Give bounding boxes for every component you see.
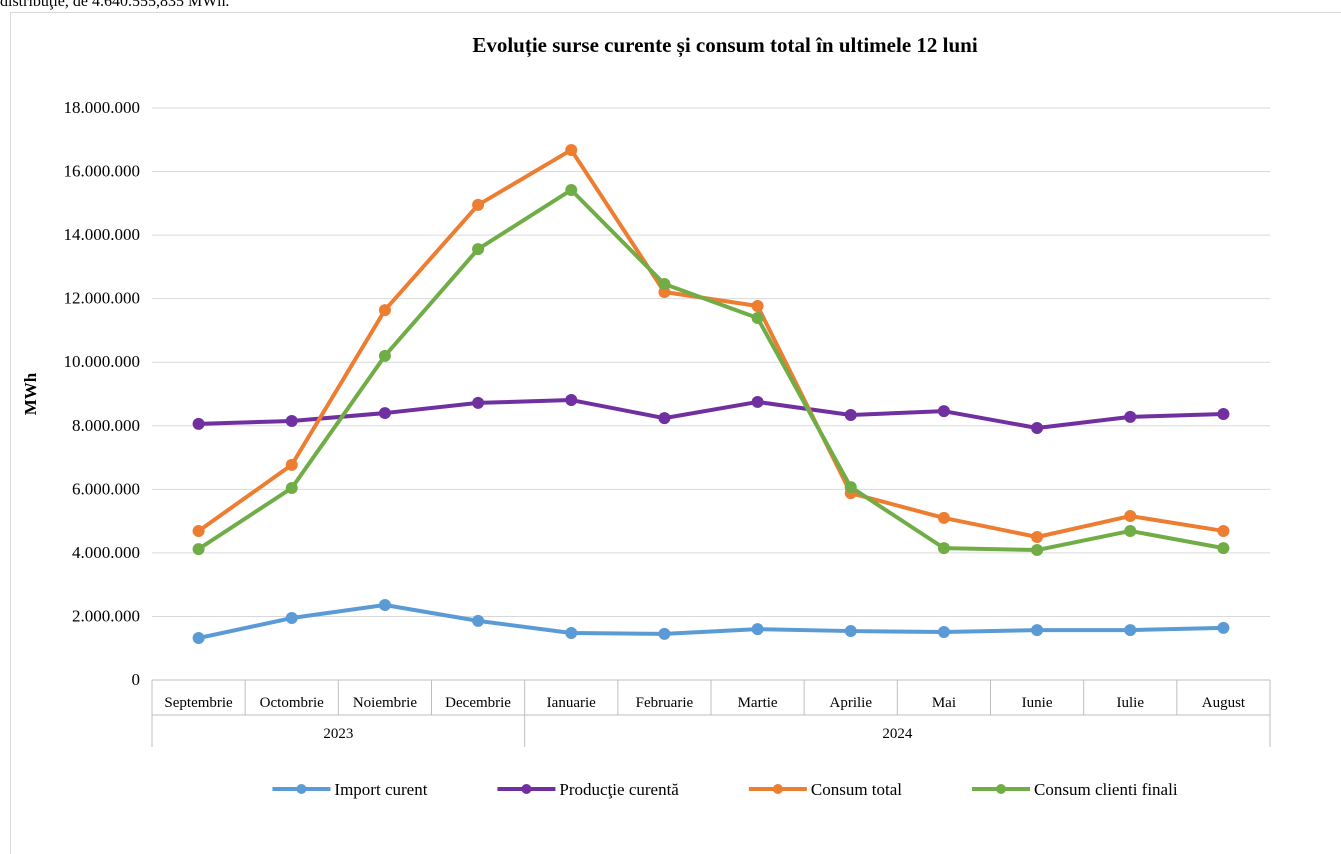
data-point [378,304,391,317]
y-tick-label: 6.000.000 [72,479,140,498]
data-point [1217,524,1230,537]
data-point [751,395,764,408]
data-point [937,542,950,555]
data-point [844,625,857,638]
data-point [1217,621,1230,634]
data-point [378,349,391,362]
legend-label: Consum total [811,780,902,799]
series-line [197,187,1224,553]
data-point [844,408,857,421]
legend-label: Producţie curentă [559,780,679,799]
data-point [658,278,671,291]
data-point [937,405,950,418]
data-point [378,599,391,612]
x-tick-label: Iulie [1117,695,1145,711]
x-tick-label: Octombrie [260,695,324,711]
series-line [198,398,1224,431]
legend-marker [996,784,1007,794]
chart-border [10,12,1341,854]
data-point [1031,544,1044,557]
data-point [285,482,298,495]
y-tick-label: 0 [132,670,141,689]
data-point [751,299,764,312]
data-point [1124,524,1137,537]
data-point [565,183,578,196]
x-tick-label: Septembrie [164,695,233,711]
y-tick-label: 10.000.000 [64,352,141,371]
x-group-label: 2024 [882,726,913,742]
x-tick-label: Ianuarie [547,695,596,711]
x-tick-label: Noiembrie [353,695,417,711]
data-point [192,543,205,556]
data-point [658,627,671,640]
y-tick-label: 14.000.000 [64,225,141,244]
series-line [197,147,1224,539]
data-point [378,407,391,420]
data-point [1124,510,1137,523]
data-point [565,394,578,407]
data-point [937,626,950,639]
data-point [472,614,485,627]
x-tick-label: Martie [738,695,778,711]
x-tick-label: Aprilie [830,695,873,711]
data-point [1217,542,1230,555]
y-tick-label: 8.000.000 [72,416,140,435]
data-point [285,458,298,471]
page-text: distribuţie, de 4.640.555,835 MWh. [0,0,229,10]
data-point [658,412,671,425]
data-point [937,511,950,524]
y-tick-label: 4.000.000 [72,543,140,562]
data-point [285,415,298,428]
data-point [1031,422,1044,435]
chart-title: Evoluție surse curente și consum total î… [472,33,978,58]
y-axis-label: MWh [21,372,40,415]
data-point [192,632,205,645]
x-group-label: 2023 [323,726,353,742]
legend-marker [296,784,307,794]
data-point [1031,624,1044,637]
x-tick-label: August [1202,695,1246,711]
x-tick-label: Decembrie [445,695,511,711]
y-tick-label: 18.000.000 [64,98,141,117]
y-tick-label: 12.000.000 [64,289,141,308]
y-tick-label: 2.000.000 [72,606,140,625]
data-point [1031,531,1044,543]
data-point [751,623,764,636]
y-tick-label: 16.000.000 [64,162,141,181]
data-point [844,481,857,494]
legend-marker [772,784,783,794]
series-line [198,603,1224,641]
data-point [285,612,298,625]
data-point [472,243,485,256]
x-tick-label: Februarie [636,695,694,711]
data-point [192,524,205,537]
data-point [565,626,578,639]
legend-marker [521,784,532,794]
legend-label: Import curent [334,780,427,799]
data-point [192,417,205,430]
data-point [472,396,485,409]
data-point [1124,410,1137,423]
data-point [565,143,578,156]
x-tick-label: Iunie [1022,695,1053,711]
data-point [1124,624,1137,637]
x-tick-label: Mai [932,695,956,711]
data-point [751,312,764,325]
data-point [1217,408,1230,421]
data-point [472,198,485,211]
legend-label: Consum clienti finali [1034,780,1178,799]
